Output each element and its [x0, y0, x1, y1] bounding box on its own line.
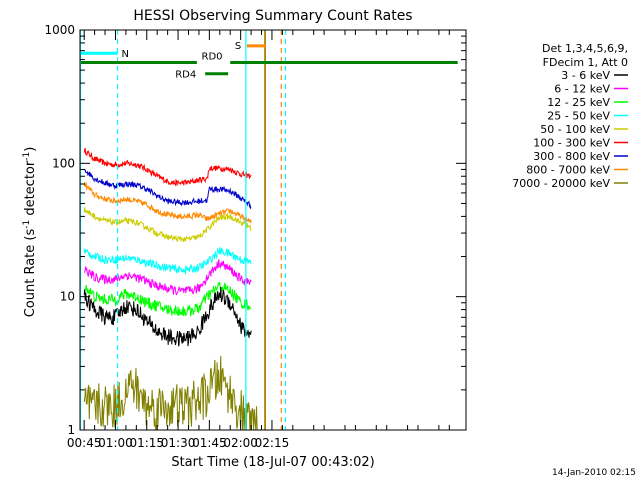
x-tick-label: 01:45 [192, 436, 227, 450]
legend-header-decimation: FDecim 1, Att 0 [543, 56, 628, 69]
x-axis-label: Start Time (18-Jul-07 00:43:02) [171, 455, 374, 470]
plot-area: N S RD0 RD4 00:4501:0001:1501:3001:4502:0002… [44, 23, 467, 450]
n-region-label: N [122, 49, 129, 60]
legend-label: 3 - 6 keV [561, 69, 610, 82]
x-tick-label: 02:15 [255, 436, 290, 450]
footer-timestamp: 14-Jan-2010 02:15 [552, 468, 636, 478]
x-tick-label: 01:00 [98, 436, 133, 450]
x-tick-label: 01:30 [161, 436, 196, 450]
y-axis-label: Count Rate (s-1 detector-1) [22, 147, 38, 318]
y-tick-label: 100 [52, 156, 75, 170]
legend-label: 100 - 300 keV [533, 137, 610, 150]
rd4-region-label: RD4 [175, 70, 196, 81]
series-line-7000-20000-kev-kev [83, 355, 258, 431]
series-line-3-6-kev-kev [83, 286, 252, 347]
legend-label: 800 - 7000 keV [526, 164, 610, 177]
x-tick-label: 00:45 [67, 436, 102, 450]
y-tick-label: 1 [67, 423, 75, 437]
y-axis-label-main: Count Rate (s [23, 229, 38, 318]
series-line-25-50-kev-kev [83, 247, 252, 275]
legend-label: 12 - 25 keV [547, 96, 610, 109]
series-line-6-12-kev-kev [83, 259, 252, 296]
legend-label: 25 - 50 keV [547, 110, 610, 123]
series-line-100-300-kev-kev [83, 147, 252, 187]
s-region-label: S [235, 41, 241, 52]
y-tick-label: 10 [60, 290, 75, 304]
rd0-region-label: RD0 [202, 52, 223, 63]
x-tick-label: 01:15 [129, 436, 164, 450]
x-tick-label: 02:00 [223, 436, 258, 450]
series-line-50-100-kev-kev [83, 207, 252, 243]
y-axis-label-sup2: -1 [22, 152, 32, 161]
y-tick-label: 1000 [44, 23, 75, 37]
legend-label: 6 - 12 keV [554, 83, 610, 96]
legend: Det 1,3,4,5,6,9,FDecim 1, Att 03 - 6 keV… [512, 42, 628, 190]
plot-frame [79, 29, 467, 431]
series-line-300-800-kev-kev [84, 169, 252, 210]
legend-header-detectors: Det 1,3,4,5,6,9, [542, 42, 628, 55]
y-axis-label-sup1: -1 [22, 220, 32, 229]
y-axis-label-end: ) [23, 147, 38, 152]
y-axis-label-mid: detector [23, 160, 38, 220]
legend-label: 300 - 800 keV [533, 150, 610, 163]
chart-title: HESSI Observing Summary Count Rates [133, 8, 412, 24]
series-line-800-7000-kev-kev [83, 181, 252, 224]
legend-label: 7000 - 20000 keV [512, 177, 610, 190]
legend-label: 50 - 100 keV [540, 123, 610, 136]
